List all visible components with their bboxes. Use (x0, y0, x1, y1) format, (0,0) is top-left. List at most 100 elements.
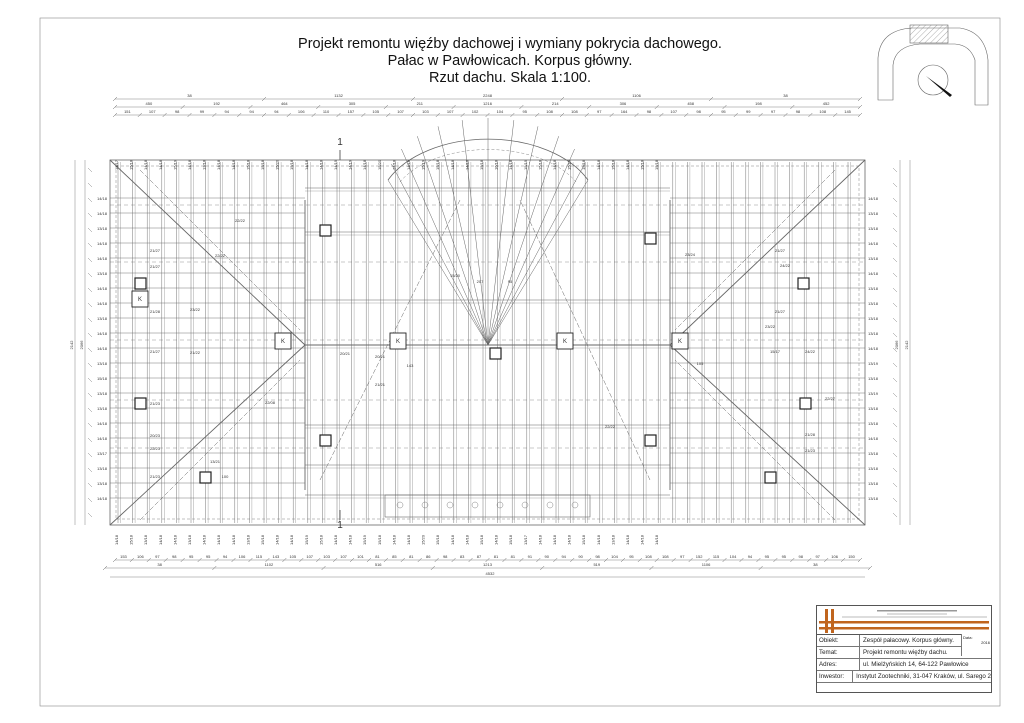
dimension-tick (87, 272, 93, 278)
dimension-value: 99 (746, 109, 751, 114)
column-circle (571, 501, 579, 509)
brace (139, 359, 301, 521)
rafter-label: 14/18 (654, 534, 659, 545)
dimension-tick (162, 112, 167, 118)
north-arrow-circle (917, 64, 949, 96)
dimension-tick (430, 565, 436, 571)
dimension-tick (87, 317, 93, 323)
field-adres: Adres: ul. Mielżyńskich 14, 64-122 Pawłow… (817, 659, 991, 671)
wall-line (115, 165, 860, 520)
member-label: 14/18 (868, 241, 879, 246)
dimension-tick (892, 302, 898, 308)
chimney-k (671, 332, 689, 350)
member-label: 13/18 (868, 316, 879, 321)
bay-rafter (487, 179, 589, 346)
dimension-value: 1132 (334, 93, 343, 98)
rafter-label: 14/18 (391, 159, 396, 170)
member-label: 14/18 (868, 196, 879, 201)
dimension-tick (451, 557, 456, 563)
field-label: Adres: (817, 659, 860, 670)
rafter-label: 15/18 (129, 159, 134, 170)
dimension-tick (87, 242, 93, 248)
rafter-label: 14/18 (406, 159, 411, 170)
dimension-value: 107 (340, 554, 347, 559)
dimension-value: 108 (819, 109, 826, 114)
field-value: Zespół pałacowy. Korpus główny. (863, 637, 954, 644)
field-temat: Temat: Projekt remontu więźby dachu. (817, 647, 991, 659)
rafter-label: 15/18 (508, 534, 513, 545)
dimension-tick (212, 112, 217, 118)
dimension-value: 95 (523, 109, 528, 114)
field-value: ul. Mielżyńskich 14, 64-122 Pawłowice (863, 661, 969, 668)
dimension-tick (87, 497, 93, 503)
dimension-tick (316, 104, 321, 110)
member-label: 21/27 (150, 248, 161, 253)
member-label: 13/18 (97, 316, 108, 321)
bay-rafter (487, 148, 575, 346)
member-label: 13/18 (868, 331, 879, 336)
dimension-tick (316, 557, 321, 563)
member-label: 14/18 (97, 256, 108, 261)
dimension-tick (892, 212, 898, 218)
dimension-value: 81 (409, 554, 414, 559)
bay-rafter (417, 136, 489, 346)
dimension-value: 192 (213, 101, 220, 106)
dimension-value: 458 (687, 101, 694, 106)
member-label: 14/18 (868, 271, 879, 276)
dimension-tick (892, 332, 898, 338)
dimension-value: 115 (256, 554, 263, 559)
member-label: 13/18 (868, 406, 879, 411)
dimension-tick (112, 96, 118, 102)
dimension-tick (87, 467, 93, 473)
rafter-label: 15/18 (318, 534, 323, 545)
dimension-value: 2066 (894, 340, 899, 350)
dimension-tick (671, 557, 676, 563)
rafter-label: 14/18 (362, 159, 367, 170)
dimension-value: 519 (593, 562, 600, 567)
dimension-tick (112, 557, 118, 563)
dimension-value: 1216 (483, 101, 493, 106)
member-label: 24/22 (805, 349, 816, 354)
dimension-value: 38 (783, 93, 788, 98)
dimension-tick (485, 112, 490, 118)
member-label: 13/18 (97, 361, 108, 366)
rafter-label: 14/18 (596, 534, 601, 545)
dimension-tick (87, 287, 93, 293)
chimney (644, 434, 657, 447)
dimension-value: 98 (647, 109, 652, 114)
dimension-value: 1106 (632, 93, 641, 98)
dimension-tick (197, 557, 202, 563)
chimney-marker: K (678, 339, 682, 345)
member-label: 13/19 (868, 361, 879, 366)
dimension-tick (559, 96, 565, 102)
member-label: 207 (477, 279, 484, 284)
dimension-tick (620, 557, 626, 563)
dimension-value: 306 (620, 101, 627, 106)
dimension-tick (383, 557, 389, 563)
dimension-value: 98 (799, 554, 804, 559)
dimension-value: 105 (289, 554, 296, 559)
dimension-value: 94 (225, 109, 230, 114)
rafter-label: 15/19 (523, 159, 528, 170)
rafter-label: 14/18 (625, 159, 630, 170)
rafter-label: 15/18 (129, 534, 134, 545)
rafter-label: 15/20 (421, 534, 426, 545)
dimension-tick (892, 317, 898, 323)
rafter-label: 14/18 (202, 534, 207, 545)
member-label: 143 (407, 363, 414, 368)
column-circle (521, 501, 529, 509)
dimension-tick (892, 497, 898, 503)
rafter-label: 15/18 (245, 159, 250, 170)
rafter-label: 14/18 (464, 159, 469, 170)
rafter-label: 14/18 (333, 534, 338, 545)
member-label: 21/28 (150, 309, 161, 314)
dimension-value: 151 (124, 109, 131, 114)
dimension-tick (400, 557, 406, 563)
bay-rafter (387, 179, 489, 346)
member-label: 13/18 (868, 376, 879, 381)
dimension-value: 95 (721, 109, 726, 114)
dimension-tick (187, 112, 192, 118)
dimension-tick (146, 557, 152, 563)
member-label: 13/18 (97, 226, 108, 231)
